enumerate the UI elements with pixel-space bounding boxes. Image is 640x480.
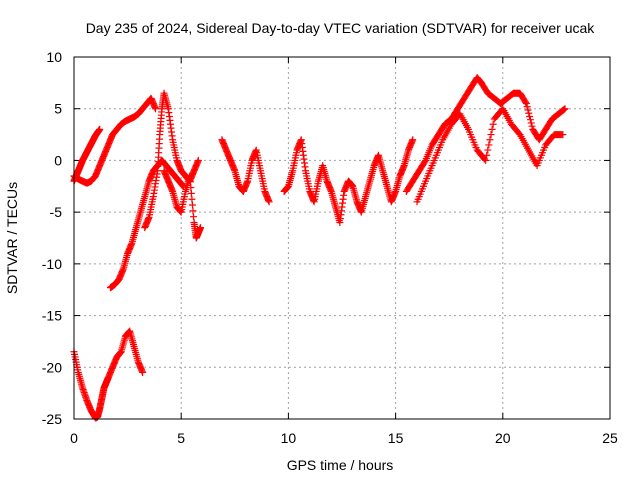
data-point [409,136,417,144]
series-arc-rise-mid [106,156,187,292]
x-tick-label: 10 [281,430,297,446]
data-point [559,106,567,114]
series-arc-late-lower [413,105,567,206]
data-point [488,125,496,133]
data-point [525,109,533,117]
series-arc-late-rise [402,74,569,195]
y-tick-label: 10 [46,49,62,65]
y-tick-label: 5 [54,101,62,117]
series-arc-mid-hump [141,89,202,232]
data-point [560,105,568,113]
x-tick-label: 25 [602,430,618,446]
x-tick-label: 15 [388,430,404,446]
x-tick-label: 20 [495,430,511,446]
y-tick-label: 0 [54,152,62,168]
series-arc-center [280,136,417,226]
data-point [559,131,567,139]
y-tick-label: -15 [42,308,62,324]
data-point [487,131,495,139]
data-point [528,122,536,130]
data-point [484,146,492,154]
y-axis-label: SDTVAR / TECUs [4,182,20,294]
data-point [522,98,530,106]
x-axis-label: GPS time / hours [287,457,394,473]
data-point [526,116,534,124]
data-point [524,106,532,114]
x-tick-label: 5 [177,430,185,446]
plot-frame [73,56,611,420]
series-arc-short-mid [218,136,273,206]
data-point [523,103,531,111]
data-point [486,136,494,144]
y-tick-label: -5 [50,204,63,220]
series-arc-early-low [70,327,147,422]
data-point [96,125,104,133]
y-tick-label: -25 [42,411,62,427]
y-tick-label: -10 [42,256,62,272]
data-point [522,100,530,108]
y-tick-label: -20 [42,359,62,375]
data-point [265,198,273,206]
series-arc-mid-dip [160,167,204,242]
data-point [151,105,159,113]
data-point [482,156,490,164]
data-points [70,74,569,422]
data-point [483,151,491,159]
data-point [139,368,147,376]
data-point [421,158,429,166]
data-point [526,112,534,120]
data-point [196,224,204,232]
data-point [527,119,535,127]
x-tick-label: 0 [70,430,78,446]
series-arc-early-flat [70,94,159,187]
chart-title: Day 235 of 2024, Sidereal Day-to-day VTE… [86,20,596,36]
data-point [481,155,489,163]
data-point [489,120,497,128]
data-point [561,105,569,113]
grid [74,57,610,419]
data-point [485,141,493,149]
data-point [194,156,202,164]
